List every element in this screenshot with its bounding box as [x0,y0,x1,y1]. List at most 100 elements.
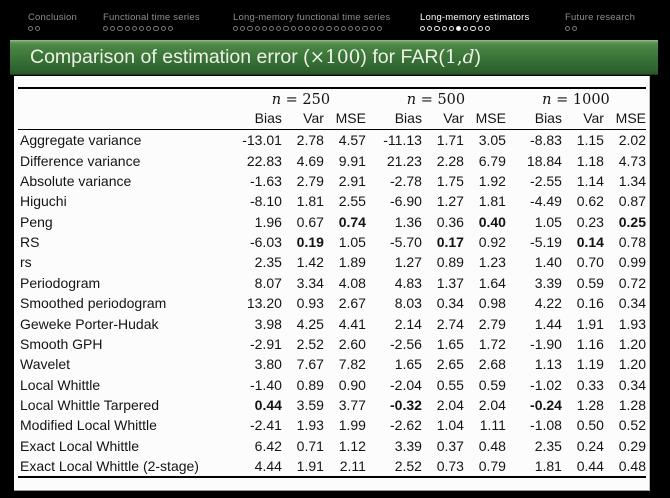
nav-dot[interactable] [572,26,578,32]
nav-dot[interactable] [319,26,325,32]
nav-dot[interactable] [160,26,166,32]
nav-dot[interactable] [290,26,296,32]
value-cell: 0.34 [618,376,646,393]
nav-dot[interactable] [146,26,152,32]
nav-dot[interactable] [297,26,303,32]
value-cell: -4.49 [530,193,562,210]
value-cell: 1.20 [618,356,646,373]
value-cell: -5.19 [530,234,562,251]
value-cell: 2.74 [436,315,464,332]
estimator-label: Aggregate variance [20,132,142,149]
column-header-var: Var [421,109,464,130]
value-cell: 0.90 [338,376,366,393]
estimator-label: Wavelet [20,356,71,373]
nav-dot[interactable] [369,26,375,32]
value-cell: 0.72 [618,274,646,291]
nav-dot[interactable] [362,26,368,32]
nav-dot[interactable] [138,26,145,32]
value-cell: 1.19 [576,356,604,373]
value-cell: 2.52 [394,458,422,475]
value-cell: 1.93 [618,315,646,332]
nav-dot[interactable] [326,26,332,32]
nav-dot[interactable] [283,26,289,32]
value-cell: 2.60 [338,335,366,352]
nav-dot[interactable] [355,26,361,32]
nav-dot[interactable] [376,26,382,32]
nav-dot[interactable] [247,26,253,32]
nav-dots [233,26,390,32]
nav-dot[interactable] [448,26,454,32]
value-cell: 1.18 [576,152,604,169]
estimator-label: Geweke Porter-Hudak [20,315,159,332]
nav-dot[interactable] [233,26,239,32]
value-cell: -0.24 [530,397,562,414]
group-header-cell: n = 500 [366,88,506,109]
value-cell: 2.67 [338,295,366,312]
column-header-mse: MSE [603,109,646,130]
nav-section[interactable]: Long-memory estimators [420,12,529,32]
value-cell: 1.42 [296,254,324,271]
value-cell: -2.55 [530,172,562,189]
nav-dot[interactable] [312,26,318,32]
estimator-label: rs [20,254,32,271]
nav-section-label: Conclusion [28,12,77,23]
value-cell: 3.05 [478,132,506,149]
value-cell: 2.11 [339,458,366,475]
value-cell: 2.65 [436,356,464,373]
value-cell: 0.99 [618,254,646,271]
value-cell: 0.34 [436,295,464,312]
header-spacer-cell [18,109,236,130]
nav-dot[interactable] [427,26,433,32]
nav-dot[interactable] [254,26,260,32]
value-cell: 6.42 [254,437,282,454]
nav-dot[interactable] [131,26,137,32]
value-cell: 0.73 [436,458,464,475]
value-cell: 0.87 [618,193,646,210]
value-cell: -2.78 [390,172,422,189]
nav-section[interactable]: Future research [565,12,635,32]
nav-dot[interactable] [340,26,346,32]
value-cell: 1.23 [478,254,506,271]
estimator-label: Smoothed periodogram [20,295,167,312]
nav-dot[interactable] [276,26,282,32]
nav-dot[interactable] [240,26,246,32]
nav-dot[interactable] [484,26,490,32]
nav-section[interactable]: Long-memory functional time series [233,12,390,32]
value-cell: 7.67 [296,356,324,373]
nav-dot[interactable] [441,26,447,32]
nav-section[interactable]: Functional time series [103,12,200,32]
nav-dot[interactable] [261,26,267,32]
nav-dot-current[interactable] [455,26,462,32]
value-cell: 1.40 [534,254,562,271]
nav-dot[interactable] [28,26,34,32]
nav-dot[interactable] [268,26,275,32]
nav-dot[interactable] [470,26,476,32]
table-row: Exact Local Whittle (2-stage) 4.44 1.91 2.1… [18,456,646,477]
value-cell: 1.27 [436,193,464,210]
nav-dot[interactable] [110,26,116,32]
nav-dot[interactable] [434,26,440,32]
value-cell: 6.79 [478,152,506,169]
nav-dot[interactable] [117,26,123,32]
nav-dot[interactable] [333,26,339,32]
value-cell: 1.05 [534,213,562,230]
nav-section[interactable]: Conclusion [28,12,77,32]
value-cell: 1.81 [478,193,506,210]
estimator-label: Exact Local Whittle [20,437,140,454]
value-cell: 2.04 [436,397,464,414]
value-cell: 0.70 [576,254,604,271]
nav-dot[interactable] [463,26,469,32]
nav-dot[interactable] [420,26,426,32]
nav-dot[interactable] [304,26,311,32]
nav-dot[interactable] [167,26,173,32]
nav-dot[interactable] [35,26,41,32]
nav-dot[interactable] [153,26,159,32]
nav-dot[interactable] [124,26,130,32]
value-cell: 1.37 [436,274,464,291]
nav-dot[interactable] [103,26,109,32]
value-cell: 0.89 [296,376,324,393]
value-cell: 0.67 [296,213,324,230]
nav-dot[interactable] [477,26,483,32]
nav-dot[interactable] [348,26,354,32]
nav-dot[interactable] [565,26,571,32]
